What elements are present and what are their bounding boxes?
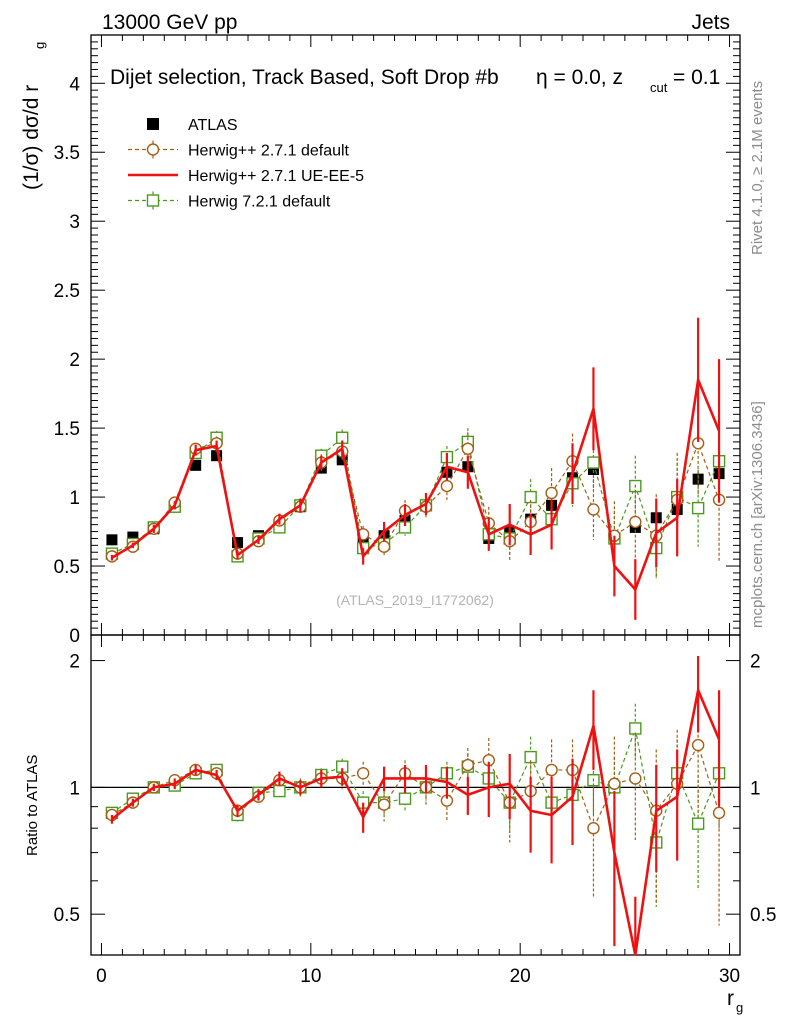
- ratio-marker: [461, 758, 475, 772]
- legend-label: Herwig++ 2.7.1 default: [188, 143, 350, 160]
- y-tick-label: 4: [69, 74, 80, 95]
- main-series-2: [110, 317, 721, 620]
- y-tick-label: 2.5: [54, 281, 80, 302]
- y-tick-label: 2: [69, 350, 80, 371]
- ratio-marker: [691, 817, 705, 830]
- ratio-marker: [587, 821, 600, 835]
- ratio-y-axis-label: Ratio to ATLAS: [24, 755, 41, 856]
- main-marker: [440, 479, 454, 493]
- atlas-data-point: [587, 463, 599, 475]
- x-tick-label: 30: [719, 966, 740, 987]
- main-panel: 00.511.522.533.54 (ATLAS_2019_I1772062) …: [54, 34, 741, 647]
- mcplots-label: mcplots.cern.ch [arXiv:1306.3436]: [749, 401, 766, 628]
- analysis-watermark: (ATLAS_2019_I1772062): [336, 592, 494, 608]
- ratio-marker: [712, 806, 726, 820]
- ratio-line: [111, 726, 720, 843]
- plot-title-zcut-value: = 0.1: [673, 66, 720, 89]
- main-line: [111, 441, 720, 557]
- ratio-marker: [691, 738, 705, 752]
- main-series: [105, 317, 726, 620]
- header-process-label: Jets: [691, 11, 730, 34]
- atlas-data-point: [190, 459, 202, 471]
- main-marker: [629, 515, 642, 529]
- y-tick-label: 0.5: [54, 557, 80, 578]
- legend-entry: Herwig++ 2.7.1 UE-EE-5: [128, 168, 364, 185]
- legend-marker-atlas: [147, 118, 159, 130]
- ratio-line: [111, 743, 720, 830]
- ratio-marker: [629, 772, 642, 785]
- atlas-data-point: [692, 473, 704, 485]
- y-tick-label: 1.5: [54, 419, 80, 440]
- legend-marker: [146, 194, 160, 207]
- legend-label: ATLAS: [188, 117, 238, 134]
- atlas-data-point: [232, 537, 244, 549]
- ratio-y-tick-label: 0.5: [54, 905, 80, 926]
- main-y-axis-title: (1/σ) dσ/d r g: [20, 42, 47, 190]
- ratio-marker: [273, 784, 286, 798]
- ratio-y-tick-label-right: 0.5: [750, 905, 776, 926]
- legend: ATLAS Herwig++ 2.7.1 default Herwig++ 2.7.…: [128, 117, 364, 211]
- legend-marker: [146, 143, 160, 156]
- plot-title-eta: η = 0.0, z: [536, 66, 623, 89]
- ratio-panel: 0 10 20 30 0.5 0.5 1 1 2 2: [54, 623, 776, 987]
- ratio-marker: [398, 792, 412, 805]
- ratio-y-tick-label: 1: [69, 778, 80, 799]
- main-marker: [691, 501, 705, 515]
- ratio-y-tick-label-right: 1: [750, 778, 761, 799]
- x-axis-label: r: [727, 987, 734, 1010]
- ratio-marker: [629, 722, 642, 735]
- legend-entry: Herwig 7.2.1 default: [128, 191, 331, 211]
- main-y-axis-label-sub: g: [32, 42, 47, 49]
- ratio-y-tick-label: 2: [69, 652, 80, 673]
- ratio-line: [111, 685, 721, 956]
- legend-label: Herwig++ 2.7.1 UE-EE-5: [188, 168, 364, 185]
- header-energy-label: 13000 GeV pp: [102, 11, 237, 34]
- x-tick-label: 0: [96, 966, 107, 987]
- main-series-3: [105, 417, 726, 579]
- plot-title-zcut-sub: cut: [650, 80, 668, 95]
- x-tick-label: 20: [510, 966, 531, 987]
- ratio-series-2: [110, 656, 721, 956]
- main-y-axis-label: (1/σ) dσ/d r: [20, 85, 43, 190]
- legend-entry: Herwig++ 2.7.1 default: [128, 140, 350, 160]
- x-axis-label-sub: g: [736, 1000, 743, 1015]
- ratio-y-tick-label-right: 2: [750, 652, 761, 673]
- legend-label: Herwig 7.2.1 default: [188, 194, 331, 211]
- main-marker: [587, 503, 600, 516]
- plot-title: Dijet selection, Track Based, Soft Drop …: [110, 66, 499, 89]
- main-line: [111, 374, 721, 592]
- main-marker: [377, 540, 391, 553]
- main-marker: [587, 456, 600, 469]
- ratio-series-3: [105, 703, 726, 908]
- atlas-data-point: [106, 534, 118, 546]
- ratio-marker: [608, 777, 621, 790]
- y-tick-label: 1: [69, 488, 80, 509]
- y-tick-label: 0: [69, 626, 80, 647]
- y-tick-label: 3.5: [54, 143, 80, 164]
- ratio-marker: [356, 767, 370, 780]
- atlas-data-point: [211, 450, 223, 462]
- ratio-series: [105, 656, 726, 956]
- ratio-marker: [545, 763, 558, 777]
- atlas-data-points: [106, 450, 725, 549]
- ratio-axes: 0 10 20 30 0.5 0.5 1 1 2 2: [54, 623, 776, 987]
- atlas-data-point: [127, 531, 139, 543]
- rivet-version-label: Rivet 4.1.0, ≥ 2.1M events: [749, 81, 766, 255]
- x-tick-label: 10: [300, 966, 321, 987]
- main-line: [111, 436, 720, 558]
- ratio-marker: [377, 798, 391, 811]
- y-tick-label: 3: [69, 212, 80, 233]
- legend-entry: ATLAS: [147, 117, 238, 134]
- main-marker: [545, 486, 558, 500]
- main-marker: [461, 442, 475, 455]
